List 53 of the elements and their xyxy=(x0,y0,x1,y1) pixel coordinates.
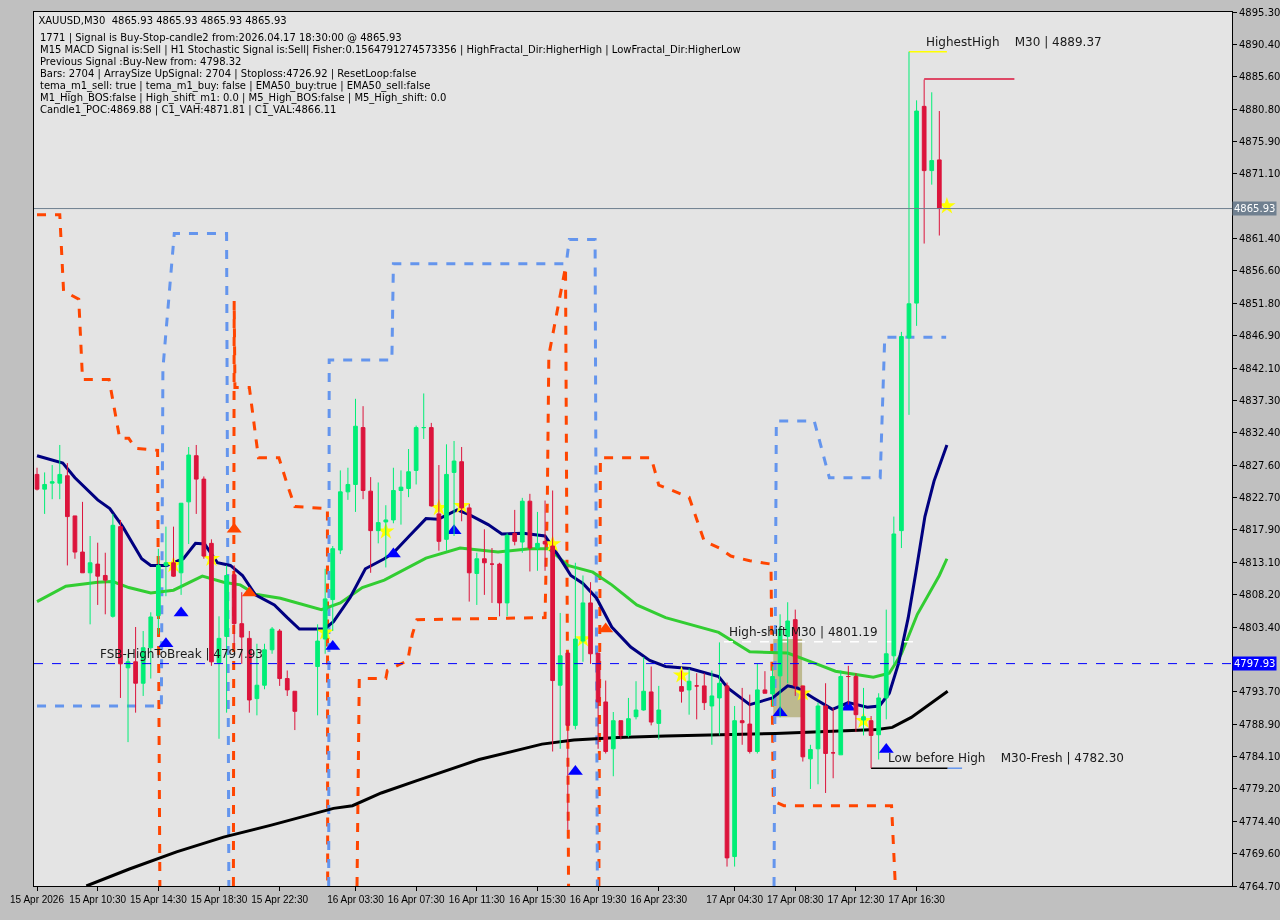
y-tick-label: 4764.70 xyxy=(1239,880,1280,892)
y-tick-label: 4788.90 xyxy=(1239,718,1280,730)
x-tick-label: 15 Apr 22:30 xyxy=(251,894,309,905)
y-tick-label: 4880.80 xyxy=(1239,103,1280,115)
y-tick-label: 4769.60 xyxy=(1239,847,1280,859)
y-tick-label: 4793.70 xyxy=(1239,686,1280,698)
annotation: Low before High M30-Fresh | 4782.30 xyxy=(888,751,1124,765)
x-tick-label: 17 Apr 08:30 xyxy=(766,894,825,905)
y-tick-label: 4784.10 xyxy=(1239,750,1280,762)
x-tick-label: 15 Apr 14:30 xyxy=(129,894,188,905)
annotation: HighestHigh M30 | 4889.37 xyxy=(926,35,1102,49)
y-tick-label: 4813.10 xyxy=(1239,556,1280,568)
y-tick-label: 4846.90 xyxy=(1239,330,1280,342)
y-tick-label: 4822.70 xyxy=(1239,492,1280,504)
x-tick-label: 17 Apr 04:30 xyxy=(706,894,764,905)
x-tick-label: 16 Apr 11:30 xyxy=(448,894,506,905)
y-tick-label: 4875.90 xyxy=(1239,136,1280,148)
y-tick-label: 4827.60 xyxy=(1239,459,1280,471)
ref-line-label: 4865.93 xyxy=(1234,203,1276,214)
y-tick-label: 4871.10 xyxy=(1239,168,1280,180)
y-tick-label: 4851.80 xyxy=(1239,297,1280,309)
y-tick-label: 4856.60 xyxy=(1239,265,1280,277)
x-tick-label: 15 Apr 2026 xyxy=(10,894,65,905)
x-tick-label: 15 Apr 18:30 xyxy=(190,894,248,905)
annotation: tema_m1_sell: true | tema_m1_buy: false | EMA50_buy:true | EMA50_sell:false xyxy=(40,80,431,92)
annotation: M1_High_BOS:false | High_shift_m1: 0.0 | M5_High_BOS:false | M5_High_shift: 0.0 xyxy=(40,92,447,104)
y-tick-label: 4837.30 xyxy=(1239,394,1280,406)
x-tick-label: 16 Apr 19:30 xyxy=(569,894,627,905)
y-tick-label: 4861.40 xyxy=(1239,233,1280,245)
x-tick-label: 16 Apr 03:30 xyxy=(327,894,385,905)
y-tick-label: 4885.60 xyxy=(1239,71,1280,83)
y-tick-label: 4803.40 xyxy=(1239,621,1280,633)
annotation: Bars: 2704 | ArraySize UpSignal: 2704 | Stoploss:4726.92 | ResetLoop:false xyxy=(40,68,417,80)
annotation: Previous Signal :Buy-New from: 4798.32 xyxy=(40,56,242,67)
y-tick-label: 4817.90 xyxy=(1239,524,1280,536)
y-tick-label: 4779.20 xyxy=(1239,783,1280,795)
y-tick-label: 4895.30 xyxy=(1239,6,1280,18)
y-tick-label: 4832.40 xyxy=(1239,427,1280,439)
y-tick-label: 4890.40 xyxy=(1239,39,1280,51)
y-tick-label: 4842.10 xyxy=(1239,362,1280,374)
x-tick-label: 16 Apr 23:30 xyxy=(630,894,688,905)
annotation: Candle1_POC:4869.88 | C1_VAH:4871.81 | C1_VAL:4866.11 xyxy=(40,104,337,116)
ref-line-label: 4797.93 xyxy=(1234,658,1276,669)
x-tick-label: 17 Apr 16:30 xyxy=(888,894,946,905)
x-tick-label: 16 Apr 15:30 xyxy=(509,894,567,905)
y-tick-label: 4774.40 xyxy=(1239,815,1280,827)
annotation: M15 MACD Signal is:Sell | H1 Stochastic Signal is:Sell| Fisher:0.1564791274573356 | HighFractal_Dir:HigherHigh | LowFractal_Dir:HigherLow xyxy=(40,44,741,56)
y-tick-label: 4808.20 xyxy=(1239,589,1280,601)
x-tick-label: 16 Apr 07:30 xyxy=(387,894,445,905)
x-tick-label: 15 Apr 10:30 xyxy=(69,894,127,905)
annotation: 1771 | Signal is Buy-Stop-candle2 from:2026.04.17 18:30:00 @ 4865.93 xyxy=(40,32,402,44)
chart-title: XAUUSD,M30 4865.93 4865.93 4865.93 4865.93 xyxy=(38,14,287,26)
x-tick-label: 17 Apr 12:30 xyxy=(827,894,885,905)
